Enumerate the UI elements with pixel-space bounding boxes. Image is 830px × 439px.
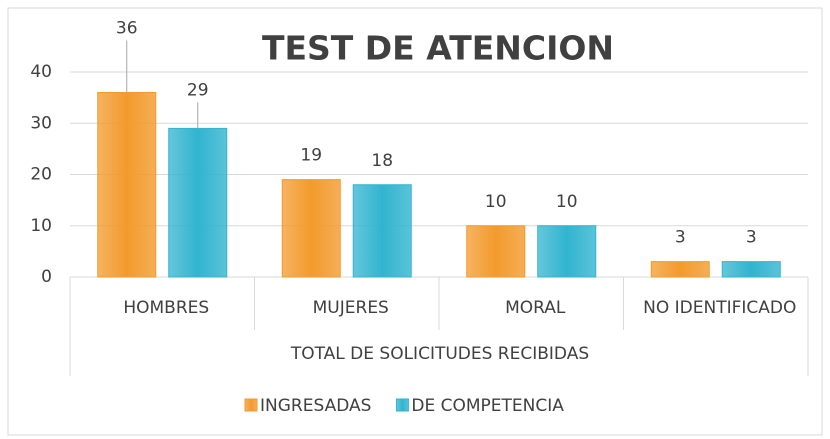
y-tick-label: 10 (30, 216, 52, 236)
y-tick-label: 0 (41, 267, 52, 287)
bar (168, 127, 228, 278)
legend-label: DE COMPETENCIA (411, 396, 564, 416)
data-label: 19 (300, 146, 322, 166)
chart-title: TEST DE ATENCION (262, 29, 614, 68)
x-tick-label: MUJERES (313, 298, 389, 318)
bar (466, 225, 526, 278)
data-label: 10 (556, 192, 578, 212)
y-tick-label: 40 (30, 62, 52, 82)
bar (537, 225, 597, 278)
x-tick-label: NO IDENTIFICADO (643, 298, 796, 318)
y-tick-label: 30 (30, 113, 52, 133)
bar (650, 261, 710, 278)
bar (281, 179, 341, 278)
x-tick-label: MORAL (505, 298, 566, 318)
data-label: 3 (675, 228, 686, 248)
bar (352, 184, 412, 278)
data-label: 3 (746, 228, 757, 248)
data-label: 36 (116, 19, 138, 39)
x-axis-label: TOTAL DE SOLICITUDES RECIBIDAS (290, 344, 589, 364)
bar (97, 92, 157, 278)
legend-label: INGRESADAS (260, 396, 371, 416)
bar (721, 261, 781, 278)
legend-swatch (395, 398, 409, 412)
legend-swatch (244, 398, 258, 412)
data-label: 10 (485, 192, 507, 212)
y-tick-label: 20 (30, 165, 52, 185)
data-label: 18 (371, 151, 393, 171)
x-tick-label: HOMBRES (123, 298, 209, 318)
data-label: 29 (187, 80, 209, 100)
